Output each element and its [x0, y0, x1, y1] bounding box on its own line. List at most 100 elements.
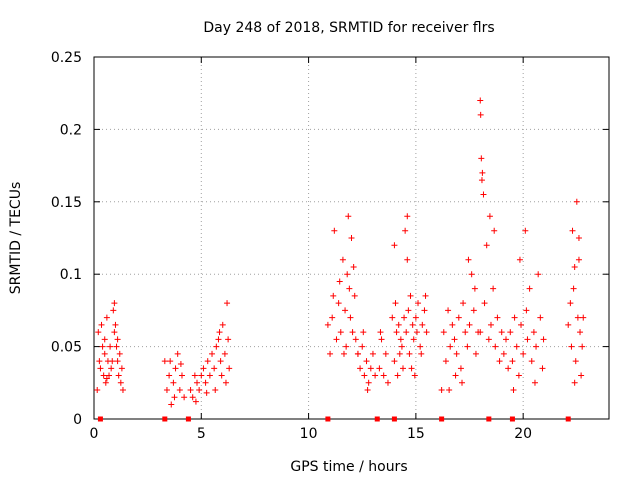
data-point — [513, 343, 520, 350]
data-point — [178, 372, 185, 379]
data-point — [480, 191, 487, 198]
data-point — [500, 350, 507, 357]
data-point — [440, 329, 447, 336]
data-point — [455, 314, 462, 321]
data-point — [226, 365, 233, 372]
data-point — [359, 343, 366, 350]
x-tick-label: 15 — [407, 426, 425, 442]
data-point — [112, 321, 119, 328]
data-point — [342, 307, 349, 314]
data-point — [117, 379, 124, 386]
data-point — [481, 300, 488, 307]
data-point — [579, 343, 586, 350]
data-point — [451, 336, 458, 343]
data-point — [577, 329, 584, 336]
data-point — [405, 307, 412, 314]
y-tick-label: 0.15 — [51, 195, 82, 211]
plot-frame — [93, 56, 610, 420]
data-point — [354, 350, 361, 357]
data-point — [172, 365, 179, 372]
data-point — [523, 307, 530, 314]
data-point — [409, 321, 416, 328]
data-point — [348, 235, 355, 241]
data-point — [389, 314, 396, 321]
data-point — [535, 271, 542, 278]
data-point — [449, 321, 456, 328]
data-point — [496, 358, 503, 365]
data-point — [167, 358, 174, 365]
data-point — [336, 278, 343, 285]
data-point — [109, 358, 116, 365]
data-point — [570, 285, 577, 292]
data-point — [114, 358, 121, 365]
data-point — [423, 329, 430, 336]
data-point — [107, 343, 114, 350]
data-point — [572, 358, 579, 365]
data-point — [97, 365, 104, 372]
data-point — [357, 365, 364, 372]
data-point — [103, 375, 110, 382]
data-point — [118, 365, 125, 372]
data-point — [483, 242, 490, 249]
data-point — [471, 285, 478, 292]
data-point — [400, 365, 406, 372]
data-point — [369, 350, 376, 357]
data-point — [401, 314, 408, 321]
data-point — [111, 300, 118, 307]
data-point — [98, 321, 105, 328]
data-point — [417, 343, 424, 350]
data-point — [192, 398, 199, 405]
data-point — [116, 350, 123, 357]
data-point — [452, 372, 459, 379]
data-point — [412, 314, 419, 321]
data-point — [470, 307, 477, 314]
data-point — [410, 336, 417, 343]
data-point — [413, 329, 420, 336]
data-point — [367, 365, 374, 372]
data-point — [345, 213, 352, 220]
data-point — [110, 307, 117, 314]
data-point — [177, 360, 184, 367]
data-point — [533, 343, 540, 350]
y-tick-label: 0.2 — [60, 122, 82, 138]
data-point — [393, 329, 400, 336]
data-point — [457, 365, 464, 372]
gap-marker — [509, 416, 515, 422]
data-point — [492, 343, 499, 350]
data-point — [494, 314, 501, 321]
data-point — [415, 300, 422, 307]
data-point — [350, 263, 357, 270]
data-point — [477, 329, 484, 336]
data-point — [526, 285, 533, 292]
data-point — [340, 350, 347, 357]
data-point — [539, 365, 546, 372]
data-point — [509, 358, 516, 365]
data-point — [472, 350, 479, 357]
data-point — [524, 336, 531, 343]
gap-marker — [325, 416, 331, 422]
data-point — [511, 314, 518, 321]
data-point — [99, 343, 106, 350]
data-point — [384, 379, 391, 386]
data-point — [168, 401, 175, 408]
data-point — [372, 372, 379, 379]
chart-title: Day 248 of 2018, SRMTID for receiver flr… — [203, 20, 494, 36]
data-point — [397, 336, 404, 343]
gap-marker — [391, 416, 397, 422]
y-tick-label: 0.25 — [51, 50, 82, 66]
data-point — [361, 372, 368, 379]
data-point — [498, 329, 505, 336]
data-point — [170, 379, 177, 386]
data-point — [404, 213, 411, 220]
data-point — [490, 285, 497, 292]
x-tick-label: 0 — [90, 426, 99, 442]
data-point — [479, 169, 486, 176]
data-point — [331, 227, 338, 234]
data-point — [378, 336, 385, 343]
data-point — [224, 300, 231, 307]
data-point — [171, 394, 178, 401]
data-point — [540, 336, 547, 343]
data-point — [163, 387, 170, 394]
data-point — [520, 350, 527, 357]
data-point — [394, 372, 401, 379]
